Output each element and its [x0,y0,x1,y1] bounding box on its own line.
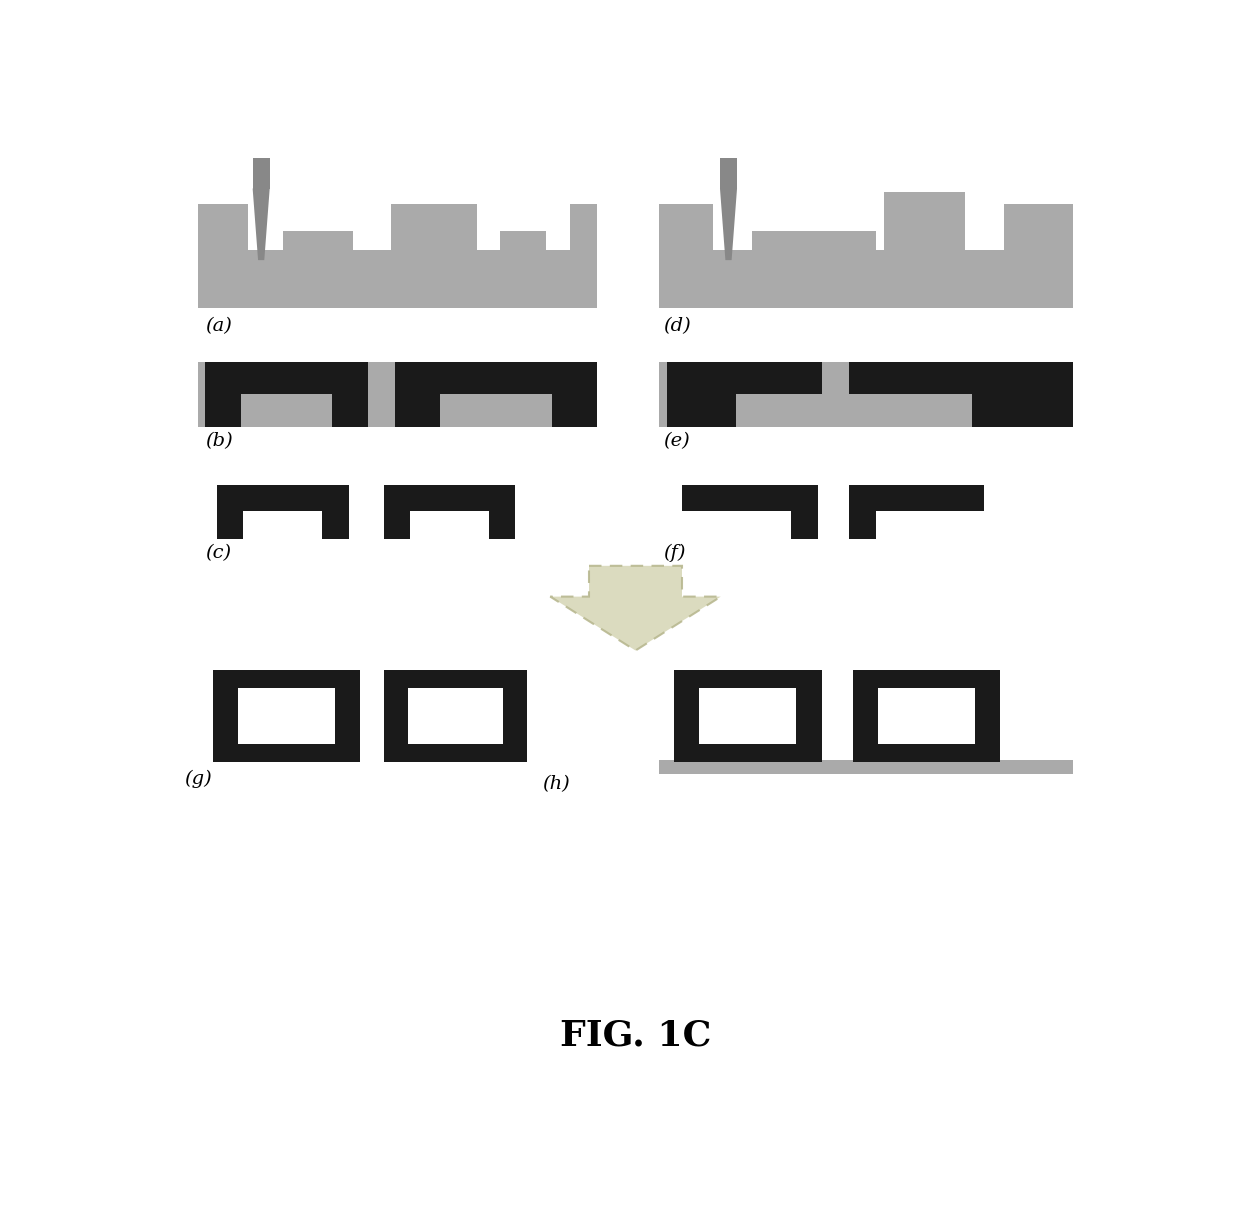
Bar [658,362,1074,428]
Bar [439,395,552,428]
Text: (d): (d) [662,317,691,335]
Bar [658,203,713,250]
Bar [667,362,821,428]
Bar [848,485,985,538]
Bar [213,670,361,762]
Bar [875,510,985,538]
Bar [253,157,270,189]
Bar [238,688,335,744]
Bar [848,395,972,428]
Bar [848,362,1074,428]
Bar [737,395,821,428]
Bar [217,485,348,538]
Bar [878,688,975,744]
Text: (c): (c) [206,544,232,563]
Bar [699,688,796,744]
Bar [682,510,791,538]
Bar [383,670,527,762]
Text: (g): (g) [185,770,212,788]
Bar [682,485,817,538]
Polygon shape [253,189,270,261]
Bar [241,395,332,428]
Text: (h): (h) [543,775,570,793]
Bar [197,250,596,308]
Bar [283,231,352,250]
Bar [720,157,737,189]
Text: (a): (a) [206,317,232,335]
Polygon shape [720,189,737,261]
Bar [675,670,821,762]
Bar [392,203,476,250]
Bar [658,250,1074,308]
Bar [197,203,248,250]
Bar [206,362,368,428]
Bar [396,362,596,428]
Bar [500,231,547,250]
Bar [197,362,596,428]
Bar [751,231,875,250]
Bar [408,688,502,744]
Text: FIG. 1C: FIG. 1C [559,1018,712,1052]
Bar [569,203,596,250]
Bar [658,760,1074,773]
Text: (b): (b) [206,432,233,451]
Bar [410,510,489,538]
Bar [243,510,322,538]
Text: (f): (f) [662,544,686,563]
Bar [883,192,965,250]
Bar [1003,203,1074,250]
Text: (e): (e) [662,432,689,451]
Polygon shape [551,566,720,650]
Bar [383,485,516,538]
Bar [853,670,999,762]
